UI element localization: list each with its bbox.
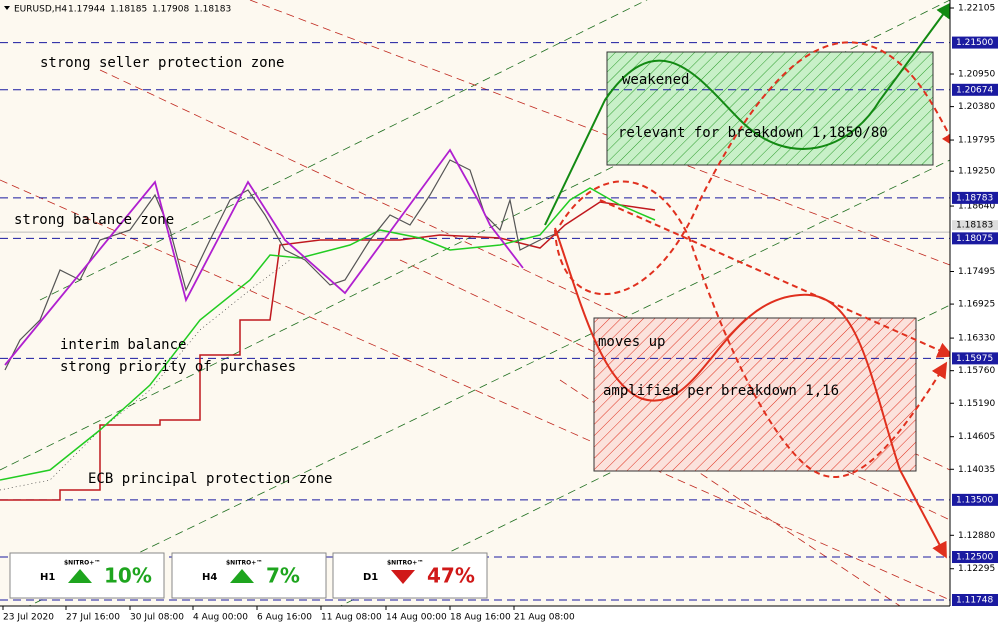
- widget-brand: $NITRO+™: [226, 560, 262, 567]
- x-tick-label: 11 Aug 08:00: [321, 613, 382, 623]
- x-tick-label: 23 Jul 2020: [3, 613, 54, 623]
- price-axis-bg: [950, 0, 1000, 626]
- y-tick-label: 1.18640: [958, 202, 995, 212]
- x-tick-label: 6 Aug 16:00: [257, 613, 312, 623]
- annotation: moves up: [598, 334, 665, 350]
- menu-arrow: [4, 6, 10, 10]
- y-tick-label: 1.17495: [958, 267, 995, 277]
- channel-line: [249, 0, 951, 266]
- y-tick-label: 1.16330: [958, 334, 995, 344]
- level-label-box: [952, 191, 998, 204]
- widget-box: [9, 552, 165, 599]
- y-tick-label: 1.19795: [958, 136, 995, 146]
- x-tick-label: 27 Jul 16:00: [66, 613, 120, 623]
- level-label: 1.15975: [956, 354, 993, 364]
- current-price-box: [952, 220, 998, 231]
- widget-brand: $NITRO+™: [387, 560, 423, 567]
- level-label: 1.11748: [956, 595, 993, 605]
- widget-percent: 47%: [427, 564, 475, 588]
- widget: H1 $NITRO+™ 10%: [9, 552, 165, 599]
- x-tick-label: 4 Aug 00:00: [193, 613, 248, 623]
- level-label-box: [952, 551, 998, 564]
- level-label-box: [952, 83, 998, 96]
- y-tick-label: 1.12295: [958, 564, 995, 574]
- y-tick-label: 1.20950: [958, 70, 995, 80]
- symbol: EURUSD,H4: [14, 5, 67, 15]
- widget-arrow: [230, 569, 254, 583]
- widget-percent: 7%: [266, 564, 300, 588]
- annotation: interim balance: [60, 337, 186, 353]
- annotation: strong seller protection zone: [40, 55, 284, 71]
- widget-timeframe: D1: [363, 572, 378, 583]
- level-label-box: [952, 232, 998, 245]
- annotation: weakened: [622, 72, 689, 88]
- y-tick-label: 1.16925: [958, 300, 995, 310]
- y-tick-label: 1.19250: [958, 167, 995, 177]
- level-label: 1.20674: [956, 85, 993, 95]
- annotation: strong priority of purchases: [60, 359, 296, 375]
- x-tick-label: 14 Aug 00:00: [386, 613, 447, 623]
- time-axis-bg: [0, 606, 1000, 626]
- annotation: amplified per breakdown 1,16: [603, 383, 839, 399]
- level-label-box: [952, 36, 998, 49]
- level-label-box: [952, 493, 998, 506]
- forecast-down: [554, 227, 947, 559]
- level-label: 1.12500: [956, 553, 993, 563]
- annotation: ECB principal protection zone: [88, 471, 332, 487]
- y-tick-label: 1.15190: [958, 399, 995, 409]
- channel-line: [0, 179, 951, 601]
- widget-percent: 10%: [104, 564, 152, 588]
- tenkan-line: [0, 187, 656, 481]
- x-tick-label: 21 Aug 08:00: [514, 613, 575, 623]
- x-tick-label: 18 Aug 16:00: [450, 613, 511, 623]
- channel-line: [39, 0, 648, 301]
- ohlc-value: 1.18185: [110, 5, 147, 15]
- x-tick-label: 30 Jul 08:00: [130, 613, 184, 623]
- level-label: 1.13500: [956, 495, 993, 505]
- y-tick-label: 1.20380: [958, 102, 995, 112]
- widget-timeframe: H4: [202, 572, 217, 583]
- channel-line: [0, 0, 951, 471]
- widget: H4 $NITRO+™ 7%: [171, 552, 327, 599]
- widget-arrow: [391, 570, 415, 584]
- y-tick-label: 1.22105: [958, 4, 995, 14]
- widget-brand: $NITRO+™: [64, 560, 100, 567]
- y-tick-label: 1.15760: [958, 366, 995, 376]
- widget-arrow: [68, 569, 92, 583]
- widget-box: [171, 552, 327, 599]
- channel-line: [0, 159, 951, 621]
- current-price-label: 1.18183: [956, 221, 993, 231]
- ohlc-value: 1.17944: [68, 5, 105, 15]
- forecast-alt1: [559, 180, 948, 478]
- forecast-alt3: [599, 199, 954, 358]
- level-label: 1.18783: [956, 193, 993, 203]
- widget-timeframe: H1: [40, 572, 55, 583]
- level-label-box: [952, 352, 998, 365]
- forecast-alt2: [554, 41, 958, 296]
- zigzag-line: [4, 148, 524, 366]
- annotation: relevant for breakdown 1,1850/80: [618, 125, 888, 141]
- y-tick-label: 1.12880: [958, 531, 995, 541]
- forecast-up: [544, 1, 953, 226]
- ohlc-value: 1.18183: [194, 5, 231, 15]
- y-tick-label: 1.14605: [958, 432, 995, 442]
- level-label: 1.18075: [956, 234, 993, 244]
- annotation: strong balance zone: [14, 212, 174, 228]
- widget: D1 $NITRO+™ 47%: [332, 552, 488, 599]
- level-label-box: [952, 593, 998, 606]
- ohlc-value: 1.17908: [152, 5, 189, 15]
- y-tick-label: 1.14035: [958, 465, 995, 475]
- level-label: 1.21500: [956, 38, 993, 48]
- buy-zone: [606, 51, 934, 166]
- kijun-line: [0, 201, 656, 501]
- price-line: [4, 159, 561, 371]
